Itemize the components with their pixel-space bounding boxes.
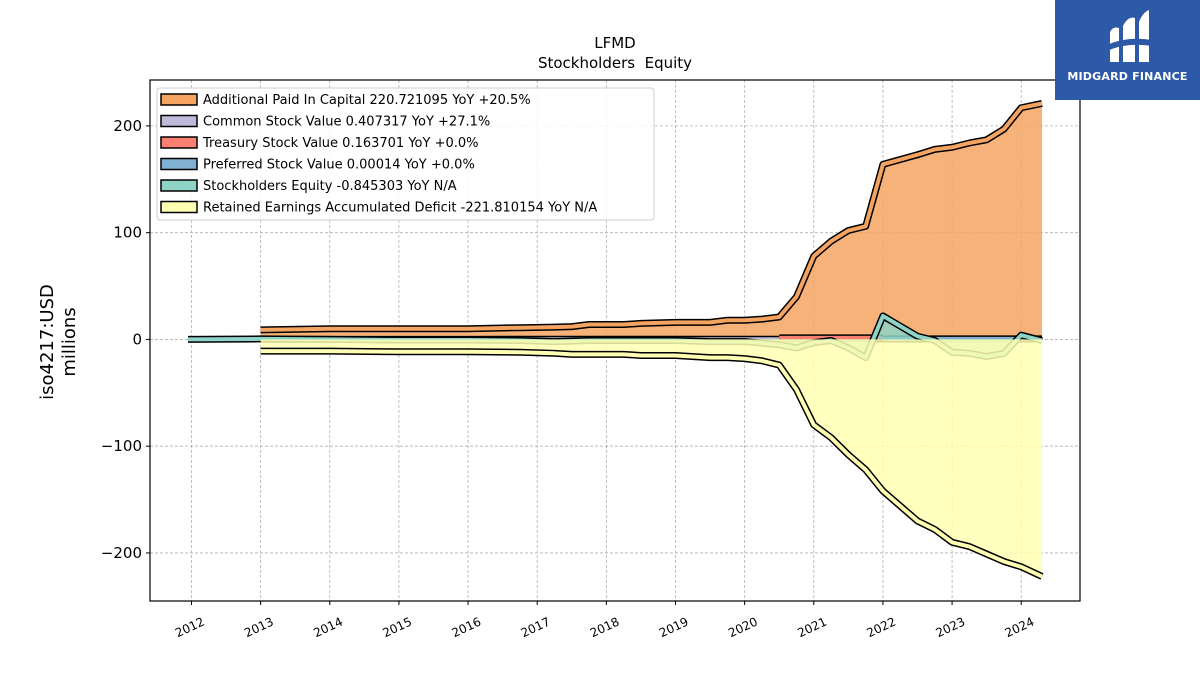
series-area	[260, 103, 1042, 340]
x-tick-label: 2020	[726, 615, 760, 641]
y-tick-label: 100	[113, 224, 142, 242]
y-axis-label: iso4217:USD	[37, 284, 58, 400]
logo-mark-icon	[1107, 10, 1151, 62]
chart-subtitle: Stockholders Equity	[538, 54, 692, 72]
legend-box	[156, 87, 655, 221]
y-tick-label: −200	[101, 544, 142, 562]
legend-swatch	[160, 93, 198, 106]
x-tick-label: 2021	[795, 615, 829, 641]
x-tick-label: 2016	[450, 615, 484, 641]
chart-title: LFMD	[594, 34, 635, 52]
x-tick-label: 2024	[1003, 615, 1037, 641]
midgard-finance-logo: MIDGARD FINANCE	[1055, 0, 1200, 100]
legend-swatch	[160, 200, 198, 214]
y-tick-label: −100	[101, 437, 142, 455]
series-area	[260, 339, 1042, 577]
series-5	[260, 339, 1044, 580]
series-0	[260, 100, 1043, 340]
legend-label: Retained Earnings Accumulated Deficit -2…	[203, 201, 597, 216]
y-tick-label: 200	[113, 117, 142, 135]
plot-frame	[149, 79, 1081, 602]
legend-swatch	[160, 157, 198, 171]
legend: Additional Paid In Capital 220.721095 Yo…	[156, 87, 655, 221]
legend-swatch	[160, 114, 198, 128]
legend-label: Preferred Stock Value 0.00014 YoY +0.0%	[203, 158, 475, 173]
x-tick-label: 2012	[173, 615, 207, 641]
x-tick-label: 2015	[380, 615, 414, 641]
legend-label: Stockholders Equity -0.845303 YoY N/A	[203, 179, 457, 194]
x-tick-label: 2019	[657, 615, 691, 641]
x-tick-label: 2014	[311, 615, 345, 641]
x-tick-label: 2023	[934, 615, 968, 641]
y-axis-label-units: millions	[59, 307, 80, 376]
x-tick-label: 2022	[864, 615, 898, 641]
legend-label: Common Stock Value 0.407317 YoY +27.1%	[203, 115, 490, 130]
legend-swatch	[160, 136, 198, 149]
logo-text: MIDGARD FINANCE	[1067, 70, 1188, 83]
legend-label: Treasury Stock Value 0.163701 YoY +0.0%	[202, 136, 479, 151]
x-tick-label: 2013	[242, 615, 276, 641]
legend-label: Additional Paid In Capital 220.721095 Yo…	[203, 93, 531, 108]
x-tick-label: 2018	[588, 615, 622, 641]
y-tick-label: 0	[132, 330, 142, 348]
legend-swatch	[160, 179, 198, 192]
x-tick-label: 2017	[519, 615, 553, 641]
